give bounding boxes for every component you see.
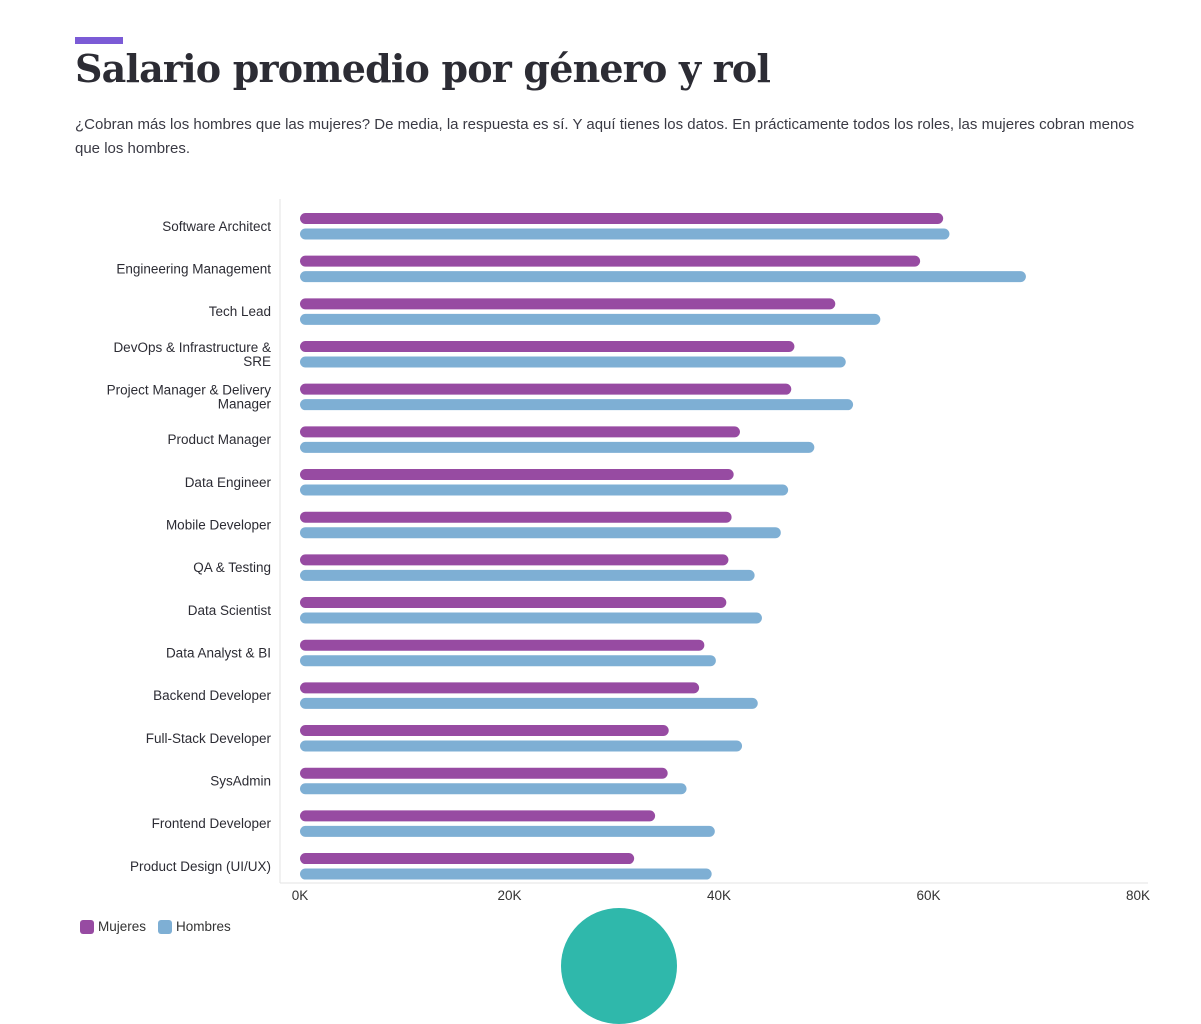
category-label: Data Engineer — [185, 475, 272, 490]
category-label: Data Scientist — [188, 603, 272, 618]
x-tick-label: 80K — [1126, 888, 1150, 903]
bar-hombres — [300, 612, 762, 624]
legend-swatch-mujeres — [80, 919, 94, 934]
bar-mujeres — [300, 341, 795, 353]
legend-item-hombres[interactable]: Hombres — [158, 919, 231, 934]
bar-hombres — [300, 655, 716, 667]
bar-hombres — [300, 740, 743, 752]
category-label: Mobile Developer — [166, 517, 272, 532]
category-label: Frontend Developer — [152, 816, 272, 831]
bar-mujeres — [300, 725, 669, 737]
decorative-teal-circle — [561, 908, 677, 1024]
x-tick-label: 20K — [497, 888, 521, 903]
x-tick-label: 60K — [916, 888, 940, 903]
category-label: Tech Lead — [209, 304, 271, 319]
category-label: Product Design (UI/UX) — [130, 859, 271, 874]
bar-mujeres — [300, 554, 729, 566]
category-label: Backend Developer — [153, 688, 271, 703]
bar-mujeres — [300, 469, 734, 481]
legend-swatch-hombres — [158, 919, 173, 934]
salary-bar-chart: 0K 20K 40K 60K 80K Software Architect Engineer… — [107, 199, 1150, 903]
bar-hombres — [300, 868, 712, 880]
bar-mujeres — [300, 597, 727, 609]
bar-mujeres — [300, 639, 705, 651]
legend-item-mujeres[interactable]: Mujeres — [80, 919, 146, 934]
bar-mujeres — [300, 682, 700, 694]
bar-mujeres — [300, 298, 836, 310]
category-label: DevOps & Infrastructure & SRE — [113, 340, 271, 369]
bar-hombres — [300, 697, 758, 709]
bar-mujeres — [300, 255, 921, 267]
bar-hombres — [300, 484, 789, 496]
category-label: SysAdmin — [210, 773, 271, 788]
bar-hombres — [300, 271, 1026, 283]
category-label: QA & Testing — [193, 560, 271, 575]
page-title: Salario promedio por género y rol — [75, 46, 771, 91]
legend-label-hombres: Hombres — [176, 919, 231, 934]
bar-hombres — [300, 783, 687, 795]
bar-mujeres — [300, 511, 732, 523]
category-label: Project Manager & Delivery Manager — [107, 382, 272, 411]
category-label: Software Architect — [162, 219, 271, 234]
category-label: Product Manager — [167, 432, 271, 447]
bar-hombres — [300, 313, 881, 325]
legend-label-mujeres: Mujeres — [98, 919, 147, 934]
bar-mujeres — [300, 810, 656, 822]
bar-mujeres — [300, 213, 944, 224]
bar-mujeres — [300, 767, 668, 779]
bar-hombres — [300, 569, 755, 581]
x-tick-label: 40K — [707, 888, 731, 903]
bar-mujeres — [300, 383, 792, 395]
bar-hombres — [300, 527, 781, 539]
chart-legend: Mujeres Hombres — [80, 919, 231, 934]
category-label: Engineering Management — [116, 261, 271, 276]
bar-hombres — [300, 441, 815, 453]
bar-hombres — [300, 356, 846, 368]
title-accent-bar — [75, 37, 123, 44]
bar-mujeres — [300, 426, 740, 438]
category-label: Data Analyst & BI — [166, 645, 271, 660]
category-label: Full-Stack Developer — [146, 731, 272, 746]
bar-mujeres — [300, 853, 635, 865]
page-subtitle: ¿Cobran más los hombres que las mujeres?… — [75, 116, 1135, 157]
x-tick-label: 0K — [292, 888, 309, 903]
bar-hombres — [300, 825, 715, 837]
bar-hombres — [300, 399, 854, 411]
bar-hombres — [300, 228, 950, 240]
